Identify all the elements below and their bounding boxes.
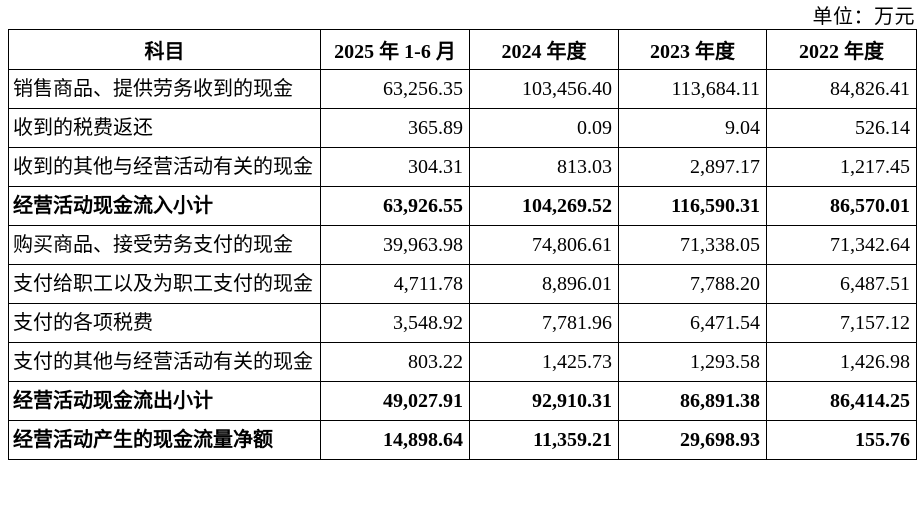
row-value: 8,896.01 [469,264,619,304]
row-value: 92,910.31 [469,381,619,421]
row-value: 526.14 [766,108,917,148]
row-value: 6,487.51 [766,264,917,304]
row-value: 155.76 [766,420,917,460]
column-header-2023: 2023 年度 [618,29,767,70]
row-value: 71,342.64 [766,225,917,265]
row-value: 9.04 [618,108,767,148]
table-row: 支付的各项税费 3,548.92 7,781.96 6,471.54 7,157… [8,303,917,343]
row-value: 39,963.98 [320,225,470,265]
row-value: 1,425.73 [469,342,619,382]
row-value: 116,590.31 [618,186,767,226]
row-label: 支付的其他与经营活动有关的现金 [8,342,321,382]
row-value: 7,788.20 [618,264,767,304]
cash-flow-table: 科目 2025 年 1-6 月 2024 年度 2023 年度 2022 年度 … [8,29,917,460]
row-label: 经营活动产生的现金流量净额 [8,420,321,460]
table-row: 经营活动产生的现金流量净额 14,898.64 11,359.21 29,698… [8,420,917,460]
table-row: 收到的其他与经营活动有关的现金 304.31 813.03 2,897.17 1… [8,147,917,187]
row-value: 304.31 [320,147,470,187]
row-label: 经营活动现金流出小计 [8,381,321,421]
table-body: 销售商品、提供劳务收到的现金 63,256.35 103,456.40 113,… [8,69,917,460]
row-value: 113,684.11 [618,69,767,109]
column-header-subject: 科目 [8,29,321,70]
header-row: 科目 2025 年 1-6 月 2024 年度 2023 年度 2022 年度 [8,29,917,70]
row-label: 销售商品、提供劳务收到的现金 [8,69,321,109]
column-header-2022: 2022 年度 [766,29,917,70]
row-value: 86,570.01 [766,186,917,226]
row-value: 813.03 [469,147,619,187]
row-label: 购买商品、接受劳务支付的现金 [8,225,321,265]
row-value: 104,269.52 [469,186,619,226]
row-value: 365.89 [320,108,470,148]
row-label: 支付给职工以及为职工支付的现金 [8,264,321,304]
row-value: 1,293.58 [618,342,767,382]
unit-label: 单位：万元 [812,6,915,28]
row-value: 4,711.78 [320,264,470,304]
row-value: 29,698.93 [618,420,767,460]
table-row: 支付给职工以及为职工支付的现金 4,711.78 8,896.01 7,788.… [8,264,917,304]
row-value: 86,891.38 [618,381,767,421]
row-value: 49,027.91 [320,381,470,421]
row-label: 收到的其他与经营活动有关的现金 [8,147,321,187]
row-value: 1,426.98 [766,342,917,382]
table-row: 购买商品、接受劳务支付的现金 39,963.98 74,806.61 71,33… [8,225,917,265]
row-value: 74,806.61 [469,225,619,265]
table-row: 经营活动现金流入小计 63,926.55 104,269.52 116,590.… [8,186,917,226]
table-row: 销售商品、提供劳务收到的现金 63,256.35 103,456.40 113,… [8,69,917,109]
row-value: 2,897.17 [618,147,767,187]
row-value: 7,781.96 [469,303,619,343]
column-header-2024: 2024 年度 [469,29,619,70]
table-row: 支付的其他与经营活动有关的现金 803.22 1,425.73 1,293.58… [8,342,917,382]
row-value: 1,217.45 [766,147,917,187]
row-value: 103,456.40 [469,69,619,109]
table-row: 经营活动现金流出小计 49,027.91 92,910.31 86,891.38… [8,381,917,421]
row-value: 0.09 [469,108,619,148]
row-value: 84,826.41 [766,69,917,109]
row-value: 14,898.64 [320,420,470,460]
row-value: 6,471.54 [618,303,767,343]
document-page: 单位：万元 科目 2025 年 1-6 月 2024 年度 2023 年度 20… [8,6,917,460]
row-value: 7,157.12 [766,303,917,343]
row-value: 63,926.55 [320,186,470,226]
row-value: 11,359.21 [469,420,619,460]
row-value: 803.22 [320,342,470,382]
row-value: 71,338.05 [618,225,767,265]
row-value: 86,414.25 [766,381,917,421]
row-label: 经营活动现金流入小计 [8,186,321,226]
row-value: 63,256.35 [320,69,470,109]
row-label: 支付的各项税费 [8,303,321,343]
row-value: 3,548.92 [320,303,470,343]
table-row: 收到的税费返还 365.89 0.09 9.04 526.14 [8,108,917,148]
column-header-2025h1: 2025 年 1-6 月 [320,29,470,70]
row-label: 收到的税费返还 [8,108,321,148]
